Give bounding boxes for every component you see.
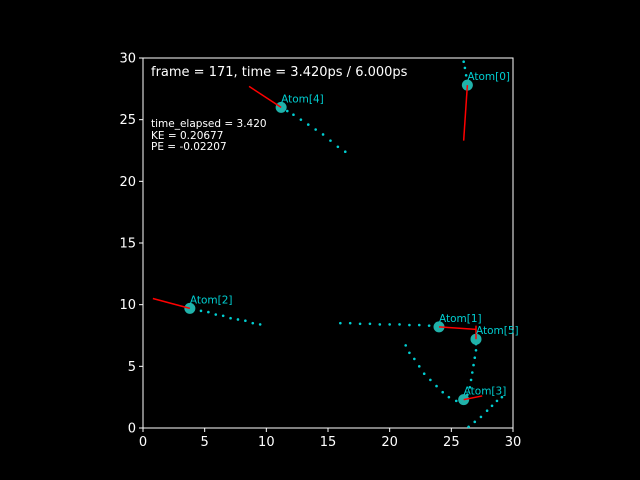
trail-point [321,133,325,136]
y-tick-label: 10 [119,298,136,313]
trail-point [474,349,478,352]
trail-point [462,60,465,63]
trail-point [471,371,474,374]
trail-point [244,319,247,323]
x-tick-label: 30 [505,435,522,450]
trail-point [343,150,347,154]
x-tick-label: 10 [258,435,275,450]
trail-point [454,399,458,403]
trail-point [429,378,432,382]
x-tick-label: 20 [381,435,398,450]
trail-point [485,409,489,413]
trail-point [441,390,445,394]
atom-label: Atom[1] [439,313,482,325]
trail-point [306,123,310,126]
trail-point [398,323,401,326]
y-tick-label: 25 [119,113,136,128]
trail-point [358,322,362,326]
trail-point [469,378,473,382]
atom-label: Atom[5] [476,325,519,337]
trail-point [472,363,475,367]
trail-point [473,420,477,424]
velocity-vector [152,297,191,310]
chart-title: frame = 171, time = 3.420ps / 6.000ps [151,65,408,80]
trail-point [447,395,451,399]
trail-point [388,323,391,326]
trail-point [199,309,203,313]
y-tick-label: 0 [128,422,136,437]
trail-point [500,395,504,399]
velocity-vector [462,85,469,141]
trail-point [490,404,494,408]
velocity-vector [248,85,282,108]
trail-point [479,415,483,419]
info-kinetic-energy: KE = 0.20677 [151,130,223,142]
trail-point [468,386,472,389]
trail-point [495,399,499,403]
trail-point [422,372,426,376]
y-tick-label: 15 [119,237,136,252]
info-potential-energy: PE = -0.02207 [151,141,227,153]
trail-point [292,113,295,117]
x-tick-label: 5 [201,435,209,450]
y-tick-label: 20 [119,175,136,190]
trail-point [408,351,411,355]
trail-point [236,318,240,321]
velocity-vector [438,326,477,331]
trail-point [413,357,416,361]
trail-point [251,321,255,325]
trail-point [417,365,421,368]
trail-point [336,145,340,149]
trail-point [404,344,408,347]
trail-point [348,321,352,325]
y-tick-label: 30 [119,52,136,67]
trail-point [435,384,438,388]
trail-point [463,66,467,70]
atom-label: Atom[2] [190,294,233,306]
trail-point [467,425,470,429]
trail-point [314,128,317,131]
trail-point [258,323,262,326]
trail-point [427,324,431,327]
trail-point [221,314,225,318]
trail-point [473,356,477,360]
trail-point [229,316,232,320]
trail-point [299,118,303,121]
atom-label: Atom[0] [467,71,510,83]
trail-point [329,139,332,142]
y-tick-label: 5 [128,360,136,375]
atom-label: Atom[4] [281,93,324,105]
velocity-vector [463,395,483,401]
x-tick-label: 25 [443,435,460,450]
trail-point [378,323,382,326]
trail-point [408,323,411,327]
trail-point [417,323,421,327]
trail-point [207,310,210,314]
x-tick-label: 0 [139,435,147,450]
trail-point [214,313,218,316]
info-time-elapsed: time_elapsed = 3.420 [151,118,267,130]
plot-area: 0 5 10 15 20 25 30051015202530Atom[0]Atom[1]At… [119,52,521,451]
x-tick-label: 15 [320,435,337,450]
atom-label: Atom[3] [464,386,507,398]
trail-point [286,109,289,113]
trail-point [339,321,342,325]
trail-point [368,322,372,326]
trail-point [464,73,468,77]
